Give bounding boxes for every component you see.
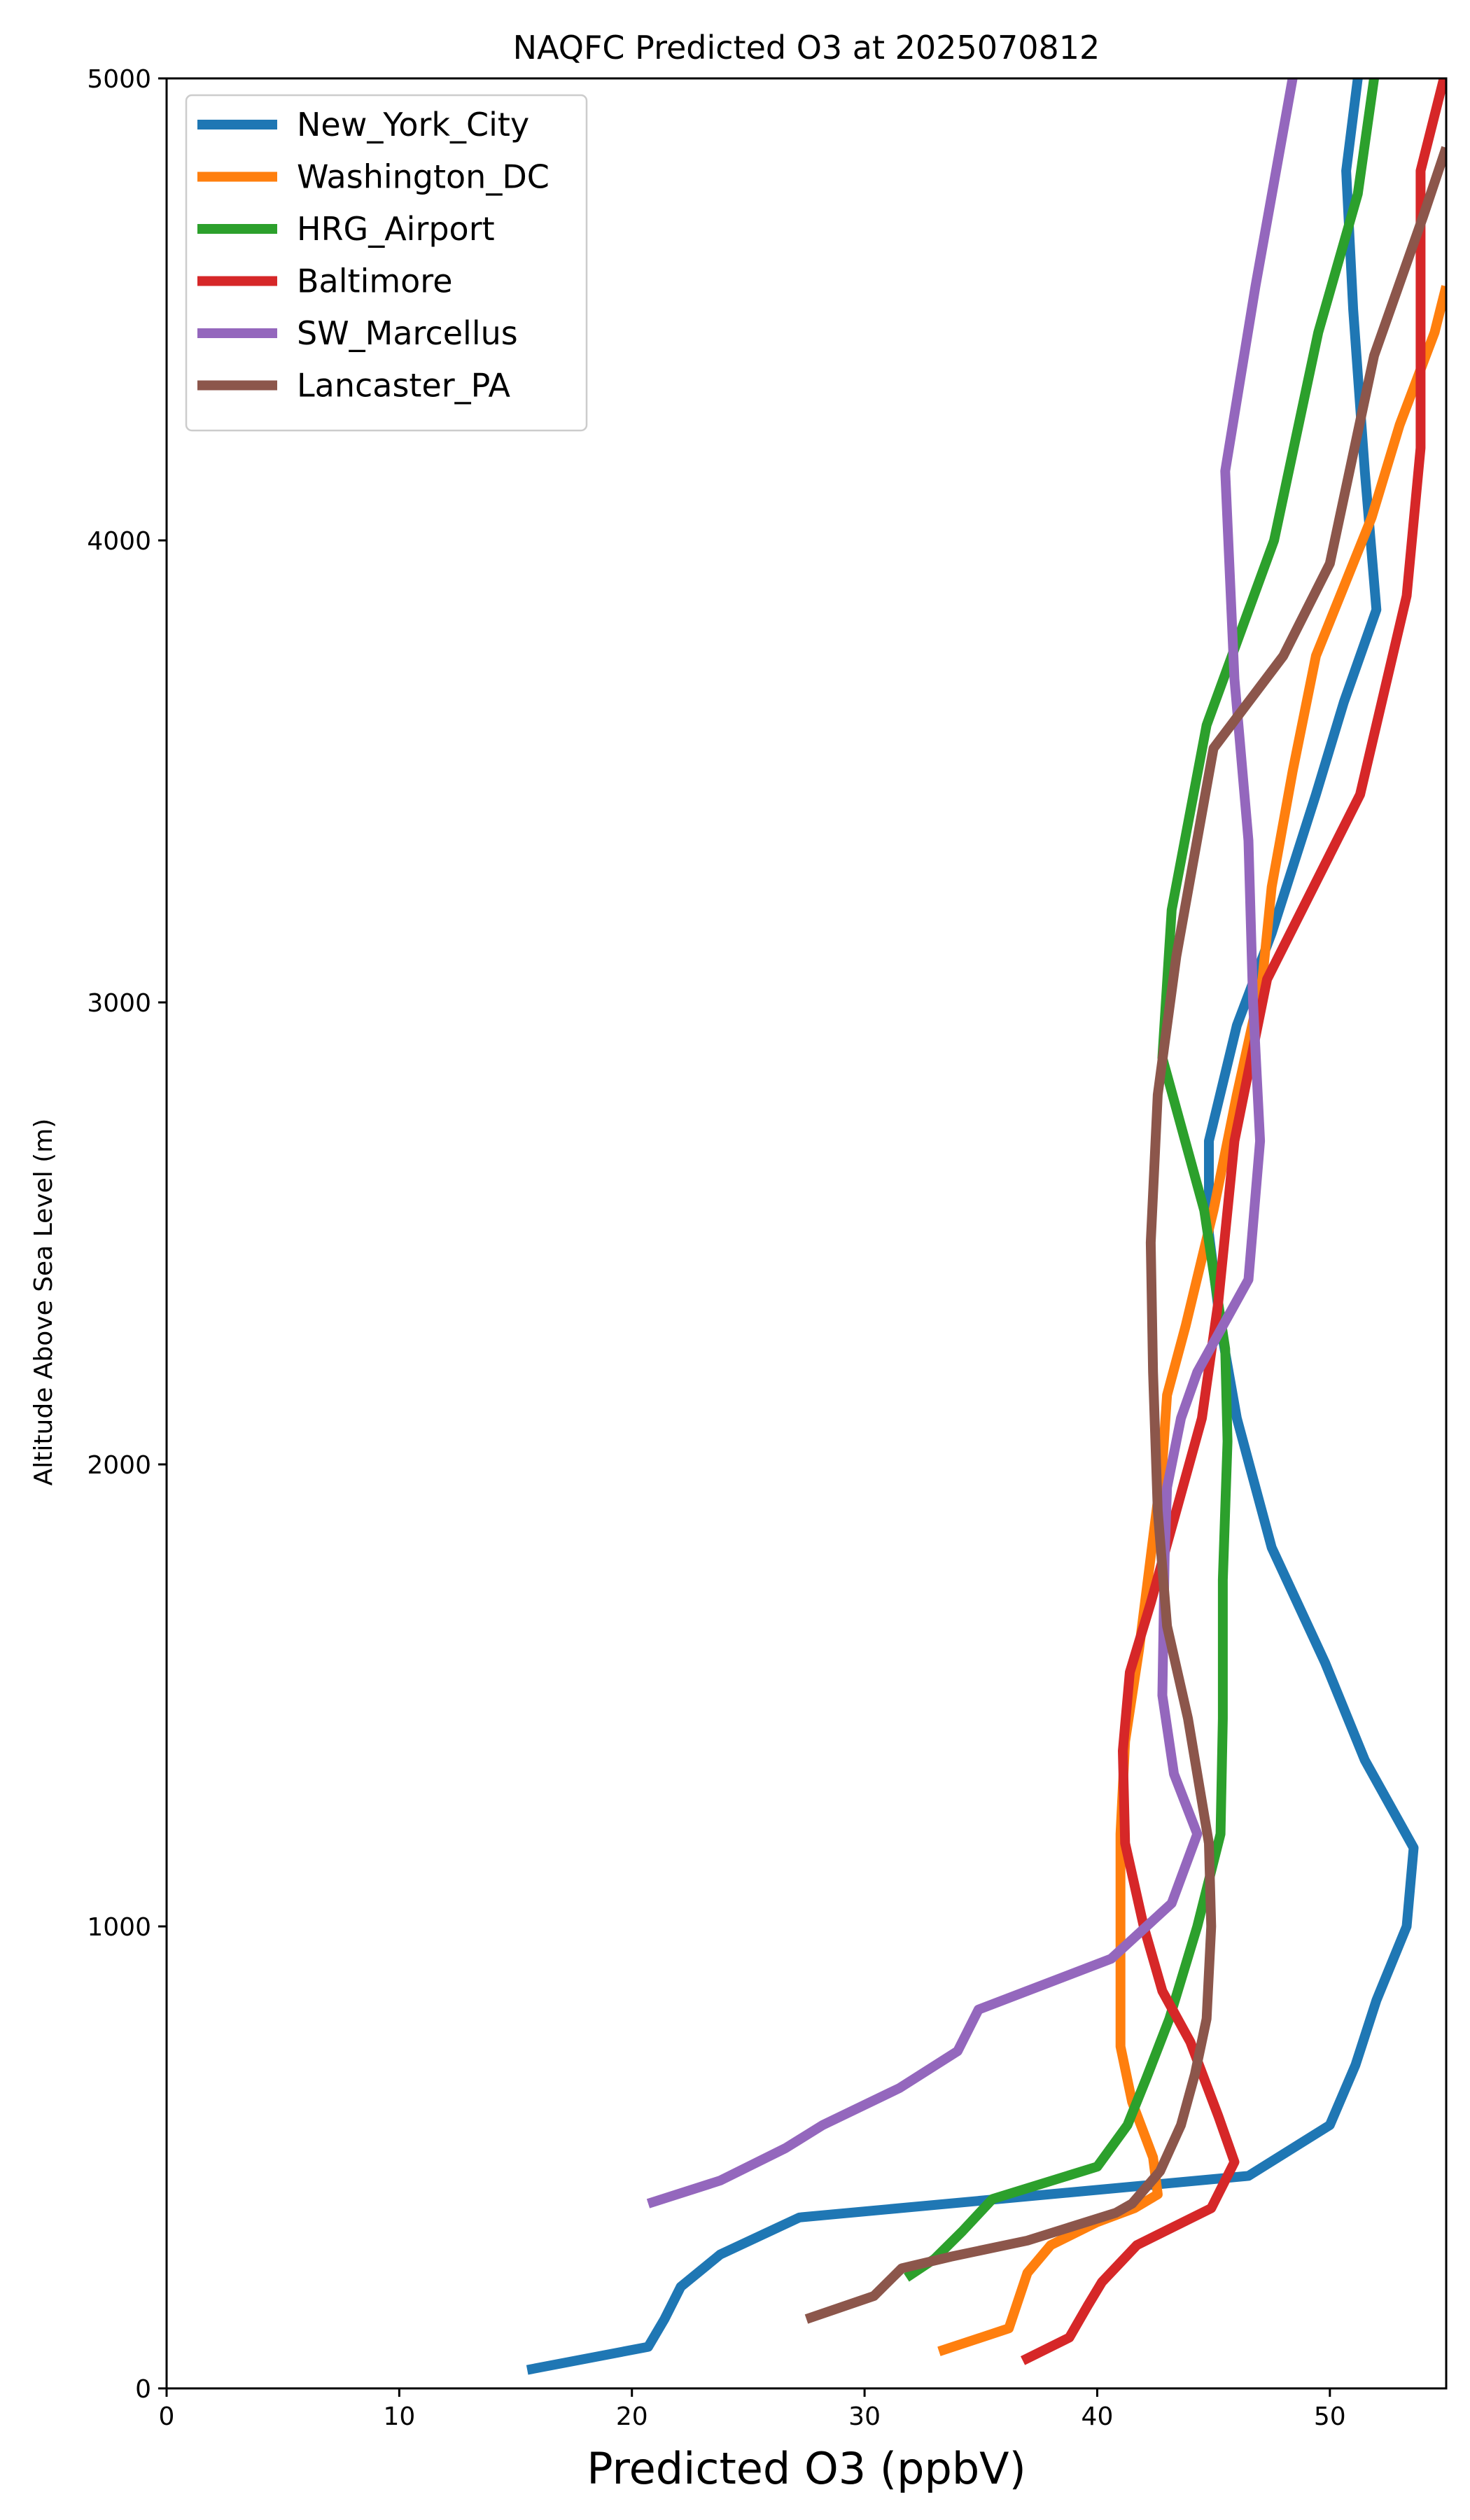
series-line-lancaster-pa (804, 146, 1446, 2324)
y-tick-label: 0 (135, 2375, 151, 2404)
legend: New_York_City Washington_DC HRG_Airport Bal… (185, 94, 588, 432)
legend-label-baltimore: Baltimore (297, 262, 453, 300)
series-line-hrg-airport (904, 78, 1379, 2282)
plot-frame (165, 77, 1448, 2390)
y-tick-label: 2000 (87, 1451, 151, 1480)
legend-label-hrg-airport: HRG_Airport (297, 210, 495, 248)
legend-label-sw-marcellus: SW_Marcellus (297, 314, 518, 352)
x-tick-label: 10 (383, 2402, 415, 2431)
series-line-sw-marcellus (646, 78, 1298, 2208)
y-axis-ticks: 0 1000 2000 3000 4000 5000 (87, 65, 167, 2404)
y-tick-label: 4000 (87, 527, 151, 556)
legend-box (185, 94, 588, 432)
y-axis-label: Altitude Above Sea Level (m) (29, 1119, 58, 1486)
y-tick-label: 5000 (87, 65, 151, 94)
x-axis-label: Predicted O3 (ppbV) (587, 2443, 1026, 2494)
legend-label-new-york-city: New_York_City (297, 106, 529, 144)
series-lines (526, 78, 1446, 2375)
x-axis-ticks: 0 10 20 30 40 50 (159, 2388, 1346, 2431)
legend-label-lancaster-pa: Lancaster_PA (297, 367, 510, 405)
x-tick-label: 20 (616, 2402, 648, 2431)
series-line-baltimore (1020, 78, 1446, 2365)
x-tick-label: 50 (1314, 2402, 1346, 2431)
x-tick-label: 0 (159, 2402, 175, 2431)
y-tick-label: 3000 (87, 989, 151, 1018)
x-tick-label: 40 (1082, 2402, 1114, 2431)
series-line-new-york-city (526, 78, 1419, 2375)
y-tick-label: 1000 (87, 1913, 151, 1942)
chart-title: NAQFC Predicted O3 at 2025070812 (513, 29, 1100, 66)
x-tick-label: 30 (848, 2402, 881, 2431)
legend-label-washington-dc: Washington_DC (297, 158, 550, 196)
